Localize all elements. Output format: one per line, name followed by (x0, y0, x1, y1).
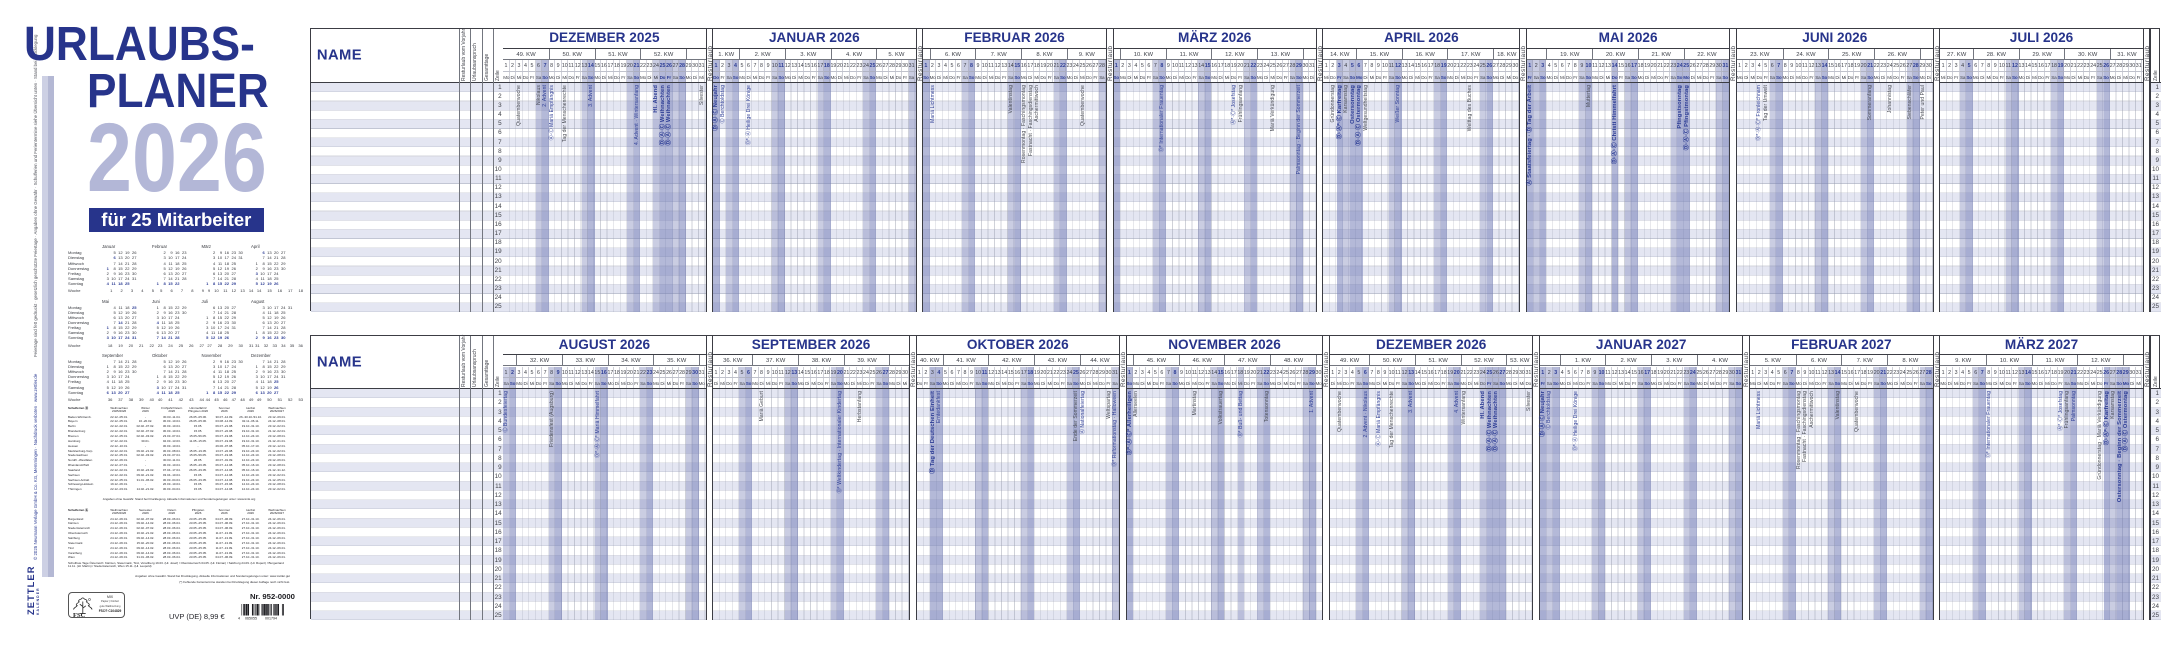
svg-text:065055: 065055 (245, 617, 257, 620)
svg-text:FSC: FSC (73, 612, 86, 619)
svg-text:4: 4 (238, 617, 240, 620)
svg-text:001794: 001794 (265, 617, 277, 620)
